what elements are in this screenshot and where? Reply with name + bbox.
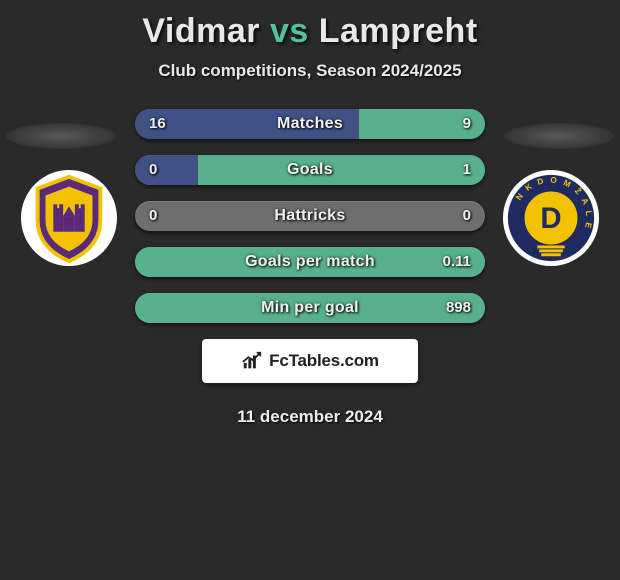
svg-text:D: D: [540, 202, 561, 235]
stat-label: Matches: [135, 109, 485, 139]
team-badge-left: [20, 169, 118, 267]
stat-row: 01Goals: [135, 155, 485, 185]
title: Vidmar vs Lampreht: [0, 12, 620, 51]
vs-label: vs: [270, 12, 309, 50]
stat-label: Min per goal: [135, 293, 485, 323]
team-badge-right: D N K D O M Ž A L E: [502, 169, 600, 267]
stat-label: Hattricks: [135, 201, 485, 231]
stat-row: 898Min per goal: [135, 293, 485, 323]
subtitle: Club competitions, Season 2024/2025: [0, 61, 620, 81]
stat-label: Goals: [135, 155, 485, 185]
stat-row: 169Matches: [135, 109, 485, 139]
stat-row: 00Hattricks: [135, 201, 485, 231]
stat-bars: 169Matches 01Goals 00Hattricks 0.11Goals pe…: [135, 109, 485, 323]
domzale-badge-icon: D N K D O M Ž A L E: [502, 169, 600, 267]
date-text: 11 december 2024: [0, 407, 620, 427]
player2-name: Lampreht: [319, 12, 478, 50]
shadow-right: [504, 123, 614, 149]
comparison-card: Vidmar vs Lampreht Club competitions, Se…: [0, 0, 620, 427]
brand-box: FcTables.com: [202, 339, 418, 383]
stat-row: 0.11Goals per match: [135, 247, 485, 277]
player1-name: Vidmar: [142, 12, 260, 50]
main-area: D N K D O M Ž A L E 169Matches 01Goals 00H…: [0, 109, 620, 427]
stat-label: Goals per match: [135, 247, 485, 277]
brand-text: FcTables.com: [269, 351, 379, 371]
chart-icon: [241, 350, 263, 372]
shadow-left: [6, 123, 116, 149]
maribor-badge-icon: [20, 169, 118, 267]
